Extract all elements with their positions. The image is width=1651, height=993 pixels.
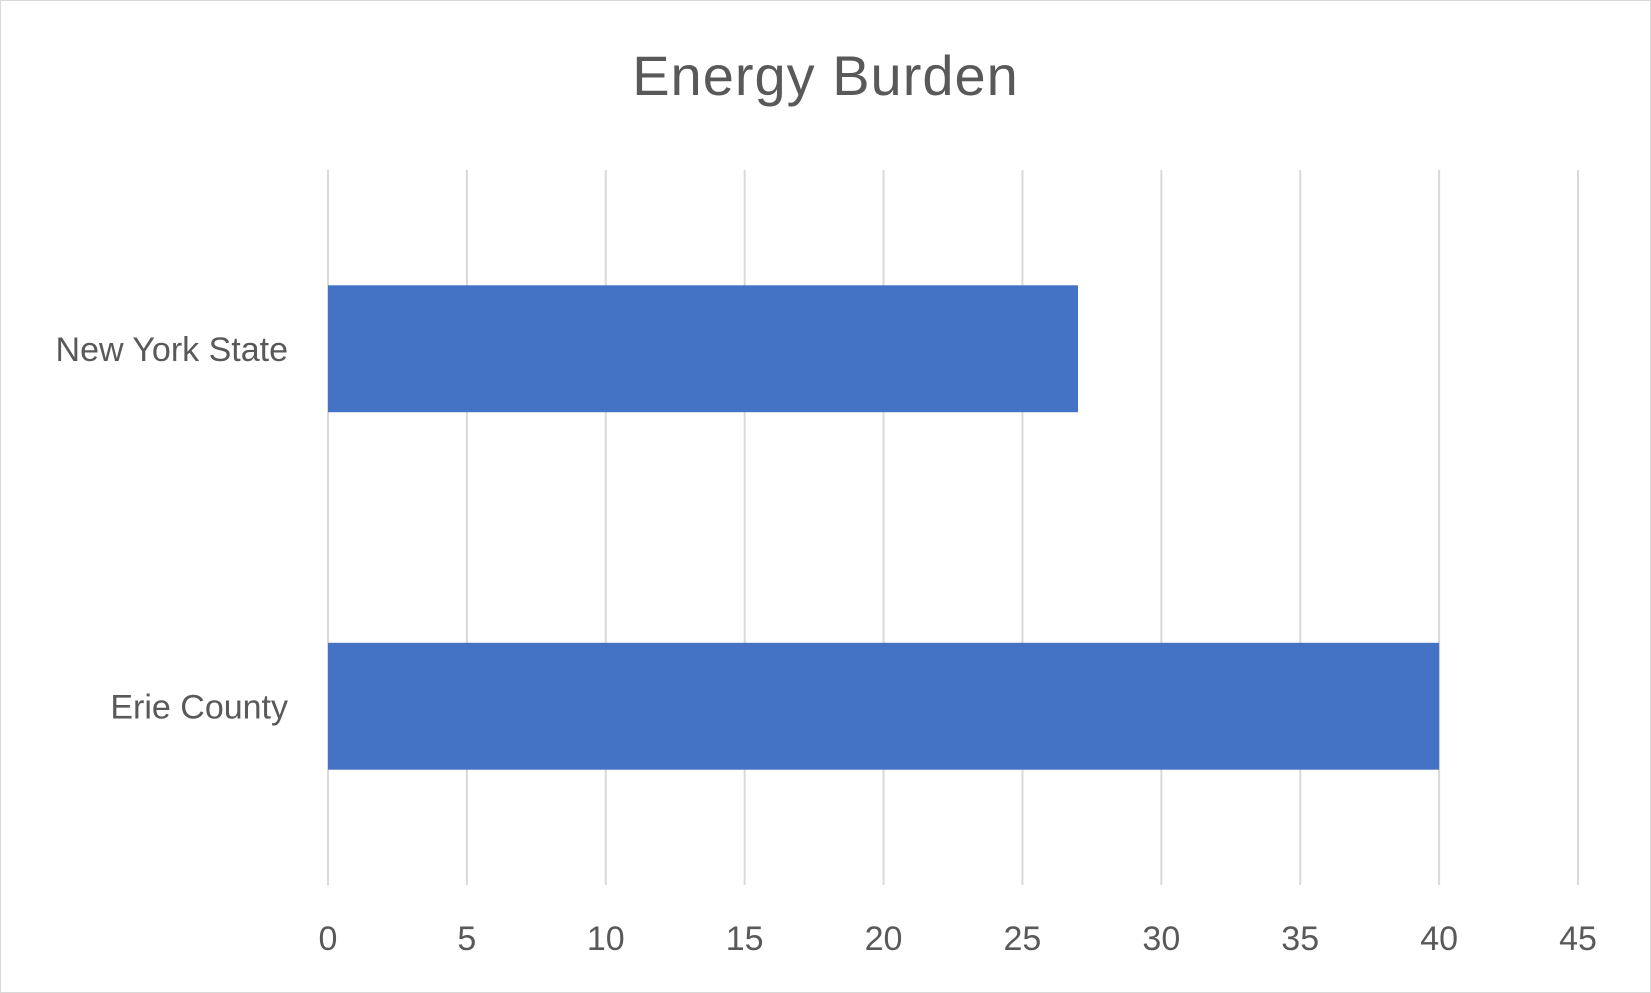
chart-title: Energy Burden xyxy=(632,44,1019,107)
bars xyxy=(328,285,1440,770)
category-label-erie-county: Erie County xyxy=(110,688,288,726)
x-tick-label-40: 40 xyxy=(1420,920,1458,958)
x-tick-label-20: 20 xyxy=(865,920,903,958)
x-tick-label-35: 35 xyxy=(1281,920,1319,958)
x-tick-label-25: 25 xyxy=(1004,920,1042,958)
x-tick-label-5: 5 xyxy=(457,920,476,958)
gridlines xyxy=(327,170,1579,885)
x-tick-label-10: 10 xyxy=(587,920,625,958)
x-tick-label-15: 15 xyxy=(726,920,764,958)
category-label-new-york-state: New York State xyxy=(56,331,288,369)
bar-erie-county xyxy=(328,642,1440,770)
category-labels: Erie County New York State xyxy=(56,331,288,727)
x-tick-label-45: 45 xyxy=(1559,920,1597,958)
bar-new-york-state xyxy=(328,285,1078,413)
x-tick-label-0: 0 xyxy=(319,920,338,958)
x-tick-label-30: 30 xyxy=(1142,920,1180,958)
x-axis-ticks: 0 5 10 15 20 25 30 35 40 45 xyxy=(319,920,1597,958)
